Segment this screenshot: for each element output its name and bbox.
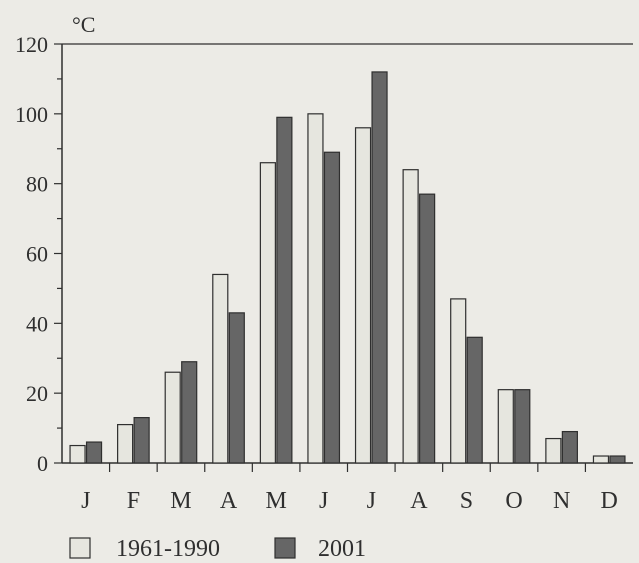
y-tick-label: 100	[15, 102, 48, 127]
bar-2001	[85, 441, 103, 464]
x-category-label: A	[220, 488, 238, 514]
legend-swatch-1961-1990	[69, 537, 91, 559]
bars-layer	[69, 71, 626, 464]
bar-2001	[228, 312, 245, 464]
bar-1961-1990	[117, 423, 134, 464]
bar-1961-1990	[545, 437, 562, 464]
x-category-label: S	[460, 488, 473, 514]
bar-2001	[371, 71, 388, 464]
bar-2001	[514, 389, 531, 464]
y-axis-unit-label: °C	[72, 12, 95, 37]
bar-2001	[133, 417, 150, 464]
y-tick-label: 120	[15, 32, 48, 57]
labels-layer: 0 20 40 60 80 100 120 J F M A M J J A S O N D	[15, 32, 618, 514]
legend-swatch-2001	[274, 537, 296, 559]
bar-1961-1990	[402, 169, 419, 464]
bar-2001	[419, 193, 436, 464]
y-tick-label: 80	[26, 172, 48, 197]
x-category-label: N	[553, 488, 570, 514]
bar-2001	[466, 336, 483, 464]
legend-label-2001: 2001	[318, 536, 366, 562]
bar-2001	[276, 116, 293, 464]
bar-1961-1990	[164, 371, 181, 464]
bar-2001	[181, 361, 198, 464]
x-category-label: M	[170, 488, 191, 514]
x-category-label: J	[319, 488, 328, 514]
bar-1961-1990	[592, 455, 610, 464]
x-category-label: F	[127, 488, 140, 514]
bar-1961-1990	[69, 444, 86, 464]
bar-1961-1990	[259, 162, 276, 464]
y-tick-label: 0	[37, 451, 48, 476]
bar-1961-1990	[450, 298, 467, 464]
bar-2001	[609, 455, 626, 464]
x-category-label: M	[265, 488, 286, 514]
bar-2001	[561, 430, 578, 464]
x-category-label: O	[505, 488, 522, 514]
x-category-label: A	[410, 488, 428, 514]
x-category-label: D	[601, 488, 618, 514]
bar-1961-1990	[212, 273, 229, 464]
x-category-label: J	[367, 488, 376, 514]
legend-label-1961-1990: 1961-1990	[116, 536, 220, 562]
bar-2001	[323, 151, 341, 464]
x-category-label: J	[81, 488, 90, 514]
bar-1961-1990	[354, 127, 372, 464]
bar-1961-1990	[497, 389, 514, 464]
axes-layer	[54, 43, 633, 472]
bar-1961-1990	[307, 113, 324, 464]
y-tick-label: 40	[26, 311, 48, 336]
y-tick-label: 60	[26, 242, 48, 267]
y-tick-label: 20	[26, 381, 48, 406]
